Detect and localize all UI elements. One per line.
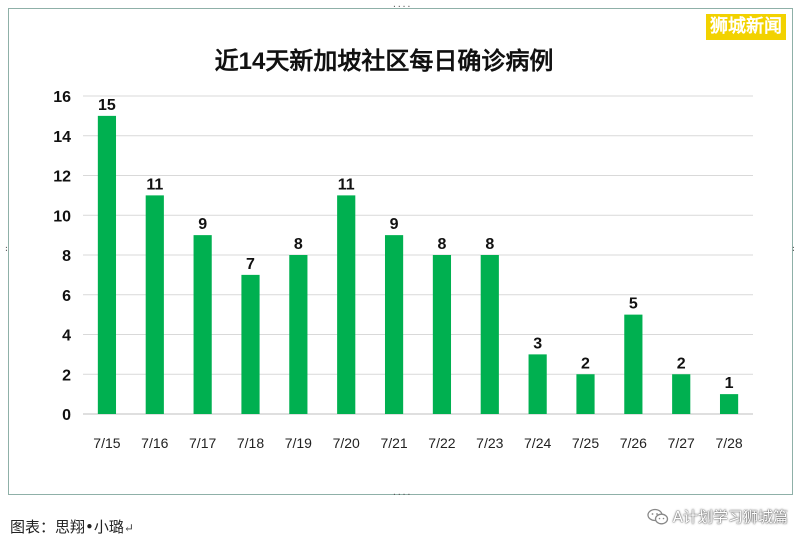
y-tick-label: 16 <box>53 89 71 106</box>
bar-value-label: 5 <box>629 296 638 313</box>
frame-handle-bottom[interactable]: ···· <box>392 490 412 499</box>
x-tick-label: 7/19 <box>285 435 312 451</box>
x-tick-label: 7/16 <box>141 435 168 451</box>
chart-title: 近14天新加坡社区每日确诊病例 <box>215 47 554 75</box>
bar <box>576 374 595 414</box>
bar <box>241 274 260 414</box>
wechat-icon <box>647 508 668 524</box>
source-badge: A计划学习狮城篇 <box>647 506 788 527</box>
bar-value-label: 7 <box>246 256 255 273</box>
x-tick-label: 7/22 <box>428 435 455 451</box>
bar-value-label: 3 <box>533 335 542 352</box>
bar-value-label: 1 <box>725 375 734 392</box>
bar <box>97 115 117 414</box>
y-tick-label: 8 <box>62 248 71 265</box>
y-tick-label: 2 <box>62 367 71 384</box>
caption-text: 图表：思翔•小璐 <box>10 518 124 536</box>
bar <box>337 195 356 414</box>
y-tick-label: 10 <box>53 208 71 225</box>
source-label: A计划学习狮城篇 <box>672 508 788 526</box>
bar <box>145 195 164 414</box>
frame-handle-top[interactable]: ···· <box>392 2 412 11</box>
y-tick-label: 14 <box>53 129 71 146</box>
bar <box>384 235 404 414</box>
y-tick-label: 12 <box>53 169 71 186</box>
chart-frame: 近14天新加坡社区每日确诊病例 0 2 4 6 8 10 12 14 16 15 7/15 11 7/… <box>8 8 793 495</box>
x-tick-label: 7/26 <box>620 435 647 451</box>
chart-caption: 图表：思翔•小璐↵ <box>10 516 134 537</box>
bar-value-label: 15 <box>98 97 116 114</box>
bar <box>480 255 499 414</box>
bar-value-label: 9 <box>198 216 207 233</box>
x-tick-label: 7/24 <box>524 435 551 451</box>
bar <box>672 374 691 414</box>
bar <box>193 235 212 414</box>
y-tick-label: 4 <box>62 328 71 345</box>
bar-value-label: 8 <box>437 236 446 253</box>
bar-value-label: 11 <box>338 176 355 193</box>
x-tick-label: 7/25 <box>572 435 599 451</box>
frame-handle-left[interactable]: : <box>4 244 9 253</box>
bar <box>528 354 547 414</box>
bar-value-label: 11 <box>146 176 163 193</box>
x-tick-label: 7/18 <box>237 435 264 451</box>
x-tick-label: 7/17 <box>189 435 216 451</box>
bar <box>432 255 452 414</box>
bar-value-label: 2 <box>581 355 590 372</box>
frame-handle-right[interactable]: : <box>791 244 796 253</box>
bar-value-label: 2 <box>677 355 686 372</box>
x-tick-label: 7/15 <box>93 435 120 451</box>
bar <box>719 394 739 414</box>
x-tick-label: 7/21 <box>380 435 407 451</box>
return-mark: ↵ <box>123 521 134 535</box>
watermark-logo: 狮城新闻 <box>706 14 786 40</box>
x-tick-label: 7/28 <box>715 435 742 451</box>
y-tick-label: 6 <box>62 288 71 305</box>
y-tick-label: 0 <box>62 407 71 424</box>
bar-value-label: 8 <box>294 236 303 253</box>
bar-value-label: 8 <box>485 236 494 253</box>
x-tick-label: 7/27 <box>668 435 695 451</box>
bar-value-label: 9 <box>390 216 399 233</box>
x-tick-label: 7/20 <box>333 435 360 451</box>
bar <box>289 255 308 414</box>
x-tick-label: 7/23 <box>476 435 503 451</box>
bar <box>624 314 643 414</box>
